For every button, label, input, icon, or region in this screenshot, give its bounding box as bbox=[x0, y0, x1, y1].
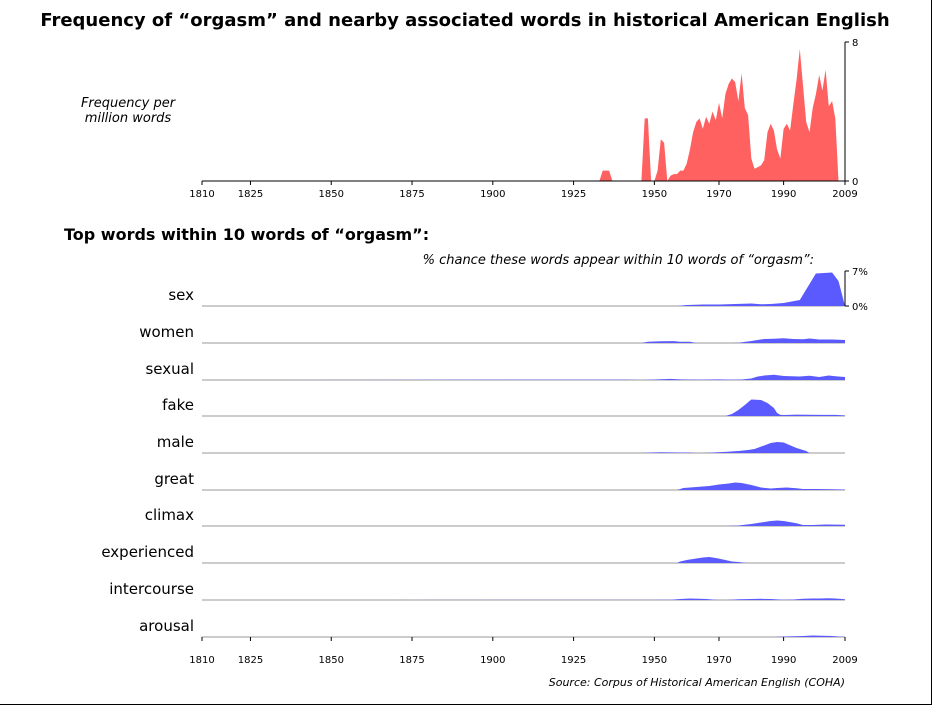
word-label-arousal: arousal bbox=[139, 617, 194, 635]
words-x-tick-label: 2009 bbox=[832, 655, 857, 666]
words-x-tick-label: 1950 bbox=[642, 655, 667, 666]
frequency-x-tick-label: 1925 bbox=[561, 189, 586, 200]
words-x-tick-label: 1825 bbox=[238, 655, 263, 666]
frequency-y-axis-label: Frequency per million words bbox=[80, 96, 176, 126]
percent-chance-caption: % chance these words appear within 10 wo… bbox=[422, 253, 814, 268]
word-label-women: women bbox=[139, 323, 194, 341]
top-words-title: Top words within 10 words of “orgasm”: bbox=[64, 225, 430, 244]
frequency-x-tick-label: 1970 bbox=[706, 189, 731, 200]
area-intercourse bbox=[202, 598, 845, 600]
word-label-experienced: experienced bbox=[101, 543, 194, 561]
area-male bbox=[202, 442, 845, 453]
frequency-x-tick-label: 1875 bbox=[399, 189, 424, 200]
word-label-male: male bbox=[156, 433, 194, 451]
frequency-x-tick-label: 1810 bbox=[189, 189, 214, 200]
words-x-tick-label: 1990 bbox=[771, 655, 796, 666]
chart-title: Frequency of “orgasm” and nearby associa… bbox=[40, 10, 890, 31]
words-x-tick-label: 1900 bbox=[480, 655, 505, 666]
words-x-tick-label: 1850 bbox=[319, 655, 344, 666]
words-x-tick-label: 1970 bbox=[706, 655, 731, 666]
frequency-x-tick-label: 2009 bbox=[832, 189, 857, 200]
percent-y-tick-label: 7% bbox=[852, 267, 868, 278]
frequency-x-tick-label: 1900 bbox=[480, 189, 505, 200]
words-x-tick-label: 1925 bbox=[561, 655, 586, 666]
frequency-y-tick-label: 8 bbox=[852, 38, 858, 49]
word-label-fake: fake bbox=[162, 396, 194, 414]
word-label-great: great bbox=[154, 470, 194, 488]
source-note: Source: Corpus of Historical American En… bbox=[548, 676, 845, 689]
frequency-y-tick-label: 0 bbox=[852, 177, 858, 188]
area-women bbox=[202, 338, 845, 343]
words-x-tick-label: 1810 bbox=[189, 655, 214, 666]
word-label-climax: climax bbox=[144, 506, 194, 524]
frequency-x-tick-label: 1825 bbox=[238, 189, 263, 200]
area-climax bbox=[202, 520, 845, 526]
percent-y-tick-label: 0% bbox=[852, 302, 868, 313]
area-sexual bbox=[202, 374, 845, 380]
area-fake bbox=[202, 399, 845, 416]
frequency-area bbox=[198, 49, 846, 181]
area-arousal bbox=[202, 635, 845, 637]
word-label-intercourse: intercourse bbox=[109, 580, 194, 598]
frequency-x-tick-label: 1950 bbox=[642, 189, 667, 200]
word-label-sexual: sexual bbox=[145, 360, 194, 378]
word-label-sex: sex bbox=[168, 286, 194, 304]
area-experienced bbox=[202, 557, 845, 563]
area-great bbox=[202, 482, 845, 490]
words-x-tick-label: 1875 bbox=[399, 655, 424, 666]
frequency-x-tick-label: 1990 bbox=[771, 189, 796, 200]
area-sex bbox=[202, 272, 845, 306]
frequency-x-tick-label: 1850 bbox=[319, 189, 344, 200]
